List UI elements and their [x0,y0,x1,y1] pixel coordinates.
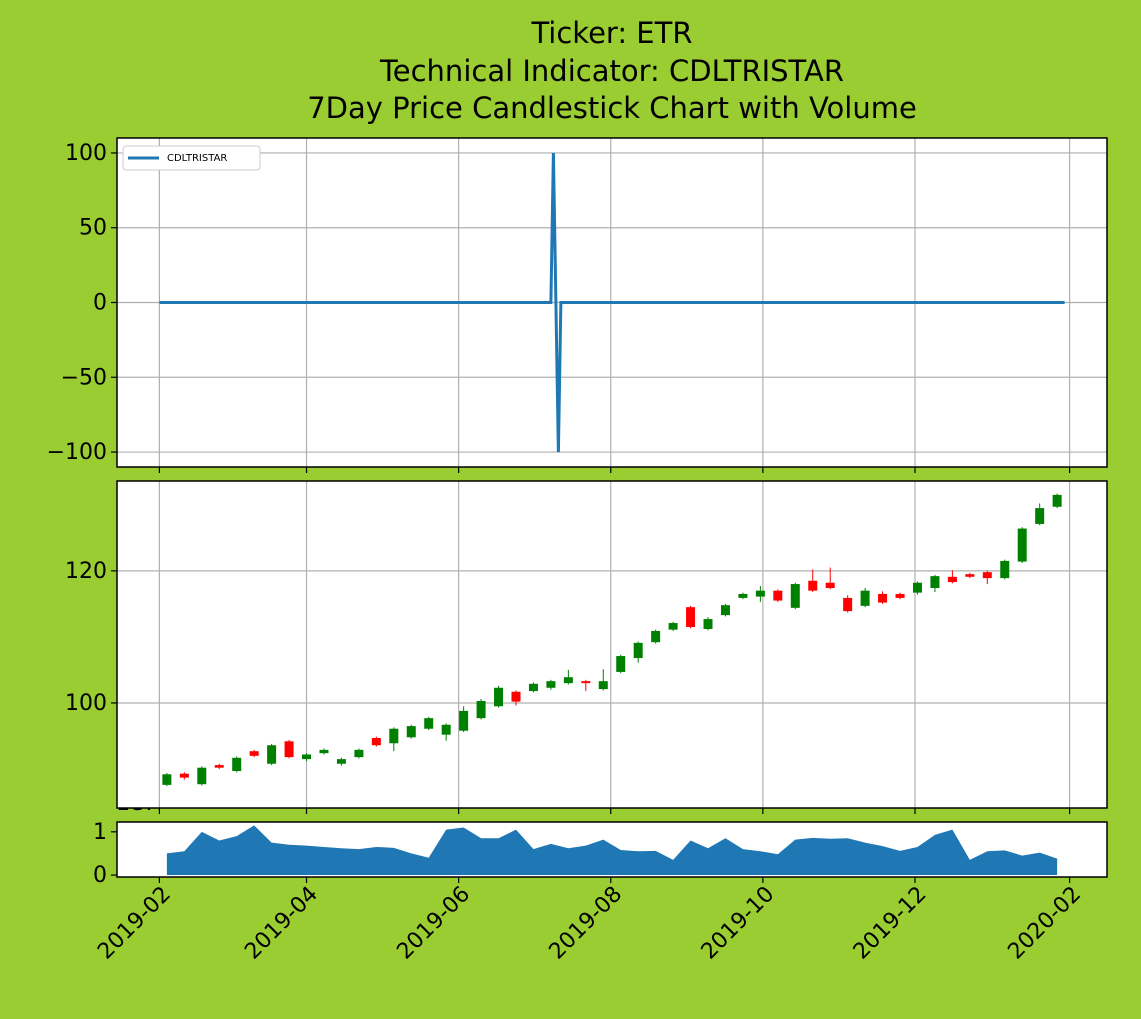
plot-frame [116,480,1108,809]
y-tick-label: 1 [93,820,107,845]
candle-body [494,687,504,707]
y-tick-label: 0 [93,291,107,316]
plot-frame [116,821,1108,878]
candle-body [843,597,853,612]
candle-body [214,765,224,768]
candle-body [406,726,416,738]
candle-body [267,745,277,764]
candle-body [1000,560,1010,579]
y-tick-label: −50 [61,365,107,390]
plot-frame [116,137,1108,468]
candle-body [947,576,957,583]
candle-body [459,710,469,731]
candle-body [249,751,259,756]
candle-body [389,728,399,744]
candle-body [616,656,626,672]
chart-title: Technical Indicator: CDLTRISTAR [379,54,844,88]
candle-body [546,681,556,688]
candle-body [528,683,538,692]
candle-body [860,590,870,606]
x-tick-label: 2019-04 [240,882,323,965]
candle-body [598,681,608,690]
chart-title: Ticker: ETR [530,16,692,50]
candle-body [930,576,940,589]
candle-body [633,642,643,659]
candle-body [371,737,381,746]
candle-body [581,681,591,684]
x-tick-label: 2019-08 [545,882,628,965]
candle-body [563,677,573,684]
candle-body [808,580,818,591]
chart-title: 7Day Price Candlestick Chart with Volume [307,91,917,125]
candle-body [773,590,783,601]
candle-body [424,718,434,729]
candle-body [895,593,905,598]
candle-body [703,619,713,629]
candle-body [755,590,765,597]
y-tick-label: 120 [65,559,107,584]
plot-area [117,481,1107,808]
y-tick-label: 100 [65,141,107,166]
candle-body [738,593,748,598]
candle-body [912,582,922,593]
candle-body [668,623,678,630]
x-tick-label: 2019-10 [697,882,780,965]
legend-label: CDLTRISTAR [167,153,227,164]
y-tick-label: 100 [65,691,107,716]
candle-body [1035,508,1045,524]
x-tick-label: 2019-06 [392,882,475,965]
x-tick-label: 2019-12 [849,882,932,965]
candle-body [790,584,800,608]
volume-area [166,825,1058,876]
y-tick-label: 50 [79,216,107,241]
candle-body [354,749,364,758]
candle-body [302,754,312,760]
candle-body [162,774,172,785]
candle-body [511,691,521,702]
x-tick-label: 2019-02 [93,882,176,965]
candle-body [825,582,835,589]
y-tick-label: 0 [93,863,107,888]
candle-body [232,757,242,772]
candle-body [965,574,975,577]
candle-body [179,773,189,778]
candle-body [284,741,294,758]
candle-body [720,605,730,616]
candle-body [1052,494,1062,507]
candle-body [686,607,696,627]
candle-body [319,749,329,754]
candle-body [878,593,888,603]
candle-body [336,759,346,764]
candle-body [1017,528,1027,562]
indicator-line [159,152,1065,453]
x-tick-label: 2020-02 [1003,882,1086,965]
y-tick-label: −100 [47,440,107,465]
candle-body [651,630,661,643]
candle-body [982,572,992,579]
candle-body [441,724,451,735]
candle-body [197,767,207,785]
legend-box [122,145,261,171]
candle-body [476,700,486,719]
